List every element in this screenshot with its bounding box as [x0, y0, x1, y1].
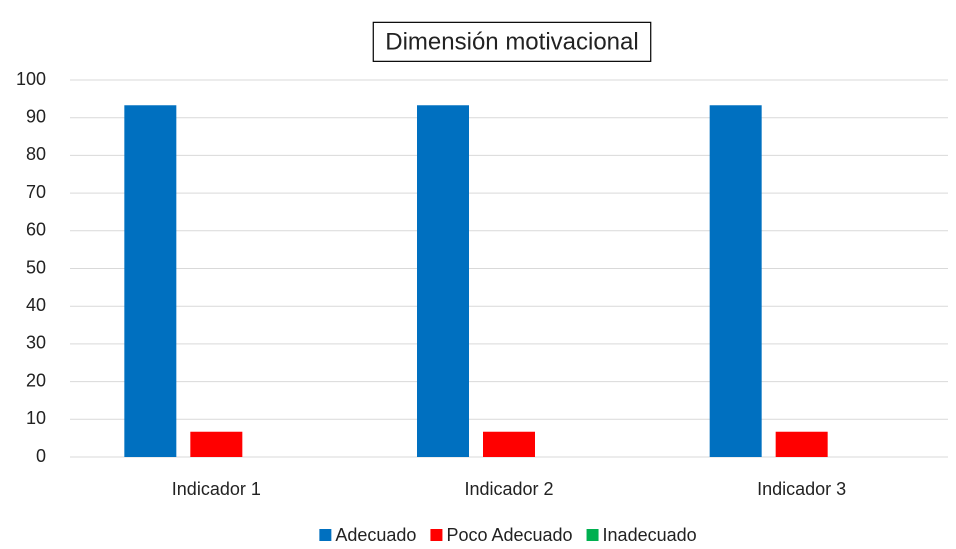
y-tick-label: 100 — [16, 69, 46, 89]
bar — [483, 431, 535, 457]
legend-swatch — [430, 529, 443, 541]
legend-label: Adecuado — [335, 525, 416, 545]
legend-swatch — [586, 529, 599, 541]
x-tick-label: Indicador 1 — [172, 479, 261, 499]
y-tick-label: 40 — [26, 295, 46, 315]
x-tick-label: Indicador 2 — [464, 479, 553, 499]
bar — [417, 105, 469, 457]
y-tick-label: 60 — [26, 220, 46, 240]
y-tick-label: 50 — [26, 257, 46, 277]
y-tick-label: 80 — [26, 144, 46, 164]
y-tick-label: 90 — [26, 106, 46, 126]
y-tick-label: 10 — [26, 408, 46, 428]
legend-label: Inadecuado — [603, 525, 697, 545]
bar — [709, 105, 762, 457]
y-tick-label: 20 — [26, 370, 46, 390]
chart-title: Dimensión motivacional — [385, 28, 638, 55]
title-box — [372, 21, 652, 62]
bar — [124, 105, 177, 457]
y-tick-label: 0 — [36, 446, 46, 466]
bar — [190, 431, 243, 457]
y-tick-label: 30 — [26, 333, 46, 353]
legend-swatch — [319, 529, 332, 541]
y-tick-label: 70 — [26, 182, 46, 202]
x-tick-label: Indicador 3 — [757, 479, 846, 499]
bar — [775, 431, 828, 457]
legend-label: Poco Adecuado — [446, 525, 572, 545]
